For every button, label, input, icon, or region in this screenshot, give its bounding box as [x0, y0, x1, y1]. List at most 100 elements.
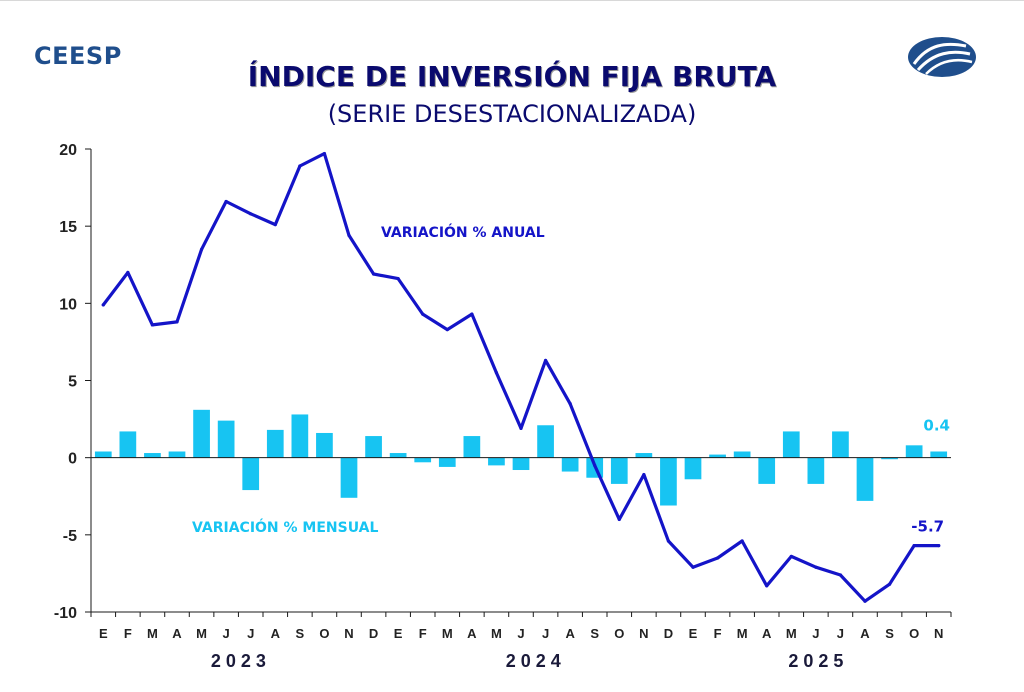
x-tick-label: J — [542, 626, 549, 641]
chart-title: ÍNDICE DE INVERSIÓN FIJA BRUTA — [247, 60, 777, 93]
series-label-monthly: VARIACIÓN % MENSUAL — [192, 518, 378, 536]
point-annual — [445, 327, 449, 332]
point-annual — [666, 539, 671, 543]
point-annual — [494, 371, 499, 375]
x-tick-label: D — [664, 626, 673, 641]
data-label-monthly-last: 0.4 — [923, 416, 950, 434]
point-annual — [887, 582, 892, 586]
point-annual — [396, 277, 400, 281]
bar-monthly — [537, 425, 554, 458]
bar-monthly — [782, 431, 800, 458]
point-annual — [298, 164, 302, 168]
y-tick-label: 15 — [59, 219, 77, 236]
data-label-annual-last: -5.7 — [911, 518, 944, 536]
point-annual — [568, 402, 572, 406]
year-label: 2 0 2 4 — [506, 651, 561, 671]
x-tick-label: J — [812, 626, 819, 641]
point-annual — [273, 223, 277, 227]
point-annual — [175, 320, 179, 324]
bar-monthly — [758, 457, 776, 484]
x-tick-label: E — [99, 626, 108, 641]
bar-monthly — [193, 409, 210, 458]
x-tick-label: M — [737, 626, 748, 641]
series-label-annual: VARIACIÓN % ANUAL — [381, 223, 545, 241]
point-annual — [912, 544, 916, 548]
point-annual — [470, 312, 474, 316]
x-tick-label: A — [565, 626, 575, 641]
bar-monthly — [438, 457, 456, 467]
x-tick-label: N — [639, 626, 648, 641]
brand-logo-text: CEESP — [34, 42, 122, 70]
point-annual — [519, 426, 523, 430]
point-annual — [421, 312, 425, 316]
x-tick-label: S — [885, 626, 894, 641]
point-annual — [593, 463, 597, 467]
bar-monthly — [266, 429, 284, 458]
bar-monthly — [905, 445, 923, 458]
x-tick-label: M — [491, 626, 502, 641]
x-tick-label: A — [172, 626, 182, 641]
point-annual — [101, 303, 105, 307]
y-tick-label: 20 — [59, 142, 77, 159]
x-tick-label: J — [837, 626, 844, 641]
point-annual — [322, 152, 327, 156]
x-tick-label: N — [344, 626, 353, 641]
bar-monthly — [807, 457, 825, 484]
point-annual — [863, 599, 867, 603]
bar-monthly — [856, 457, 874, 501]
point-annual — [249, 212, 253, 216]
point-annual — [838, 573, 843, 577]
bar-monthly — [635, 453, 653, 458]
bar-monthly — [94, 451, 112, 458]
bar-monthly — [144, 453, 161, 458]
bar-monthly — [881, 457, 898, 460]
point-annual — [715, 556, 720, 560]
x-tick-label: O — [614, 626, 624, 641]
x-tick-label: F — [419, 626, 427, 641]
x-tick-label: F — [124, 626, 132, 641]
point-annual — [642, 473, 646, 477]
bar-monthly — [340, 457, 358, 498]
x-tick-label: J — [223, 626, 230, 641]
bar-monthly — [168, 451, 186, 458]
bar-monthly — [709, 454, 726, 458]
point-annual — [617, 517, 621, 522]
bar-monthly — [389, 453, 407, 458]
x-tick-label: S — [296, 626, 305, 641]
x-tick-label: E — [394, 626, 403, 641]
bar-monthly — [512, 457, 530, 471]
point-annual — [224, 199, 228, 204]
year-label: 2 0 2 5 — [788, 651, 843, 671]
point-annual — [740, 539, 744, 543]
x-tick-label: O — [909, 626, 919, 641]
bar-monthly — [930, 451, 948, 458]
bar-monthly — [832, 431, 849, 458]
x-tick-label: E — [689, 626, 698, 641]
bar-monthly — [291, 414, 309, 458]
y-tick-label: 5 — [68, 374, 77, 391]
point-annual — [543, 358, 548, 363]
x-tick-label: A — [860, 626, 870, 641]
x-tick-label: A — [762, 626, 772, 641]
x-tick-label: O — [319, 626, 329, 641]
top-border — [0, 0, 1024, 1]
x-tick-label: J — [517, 626, 524, 641]
point-annual — [150, 323, 155, 327]
point-annual — [765, 584, 769, 588]
x-tick-label: A — [271, 626, 281, 641]
bar-monthly — [733, 451, 751, 458]
x-tick-label: A — [467, 626, 477, 641]
bar-monthly — [488, 457, 505, 466]
x-tick-label: D — [369, 626, 378, 641]
bar-monthly — [316, 432, 333, 458]
y-tick-label: -5 — [63, 528, 77, 545]
point-annual — [814, 565, 818, 569]
bar-monthly — [684, 457, 702, 480]
point-annual — [691, 565, 695, 569]
point-annual — [347, 233, 351, 238]
bar-monthly — [242, 457, 260, 491]
bar-monthly — [365, 436, 382, 458]
year-label: 2 0 2 3 — [211, 651, 266, 671]
x-tick-label: N — [934, 626, 943, 641]
